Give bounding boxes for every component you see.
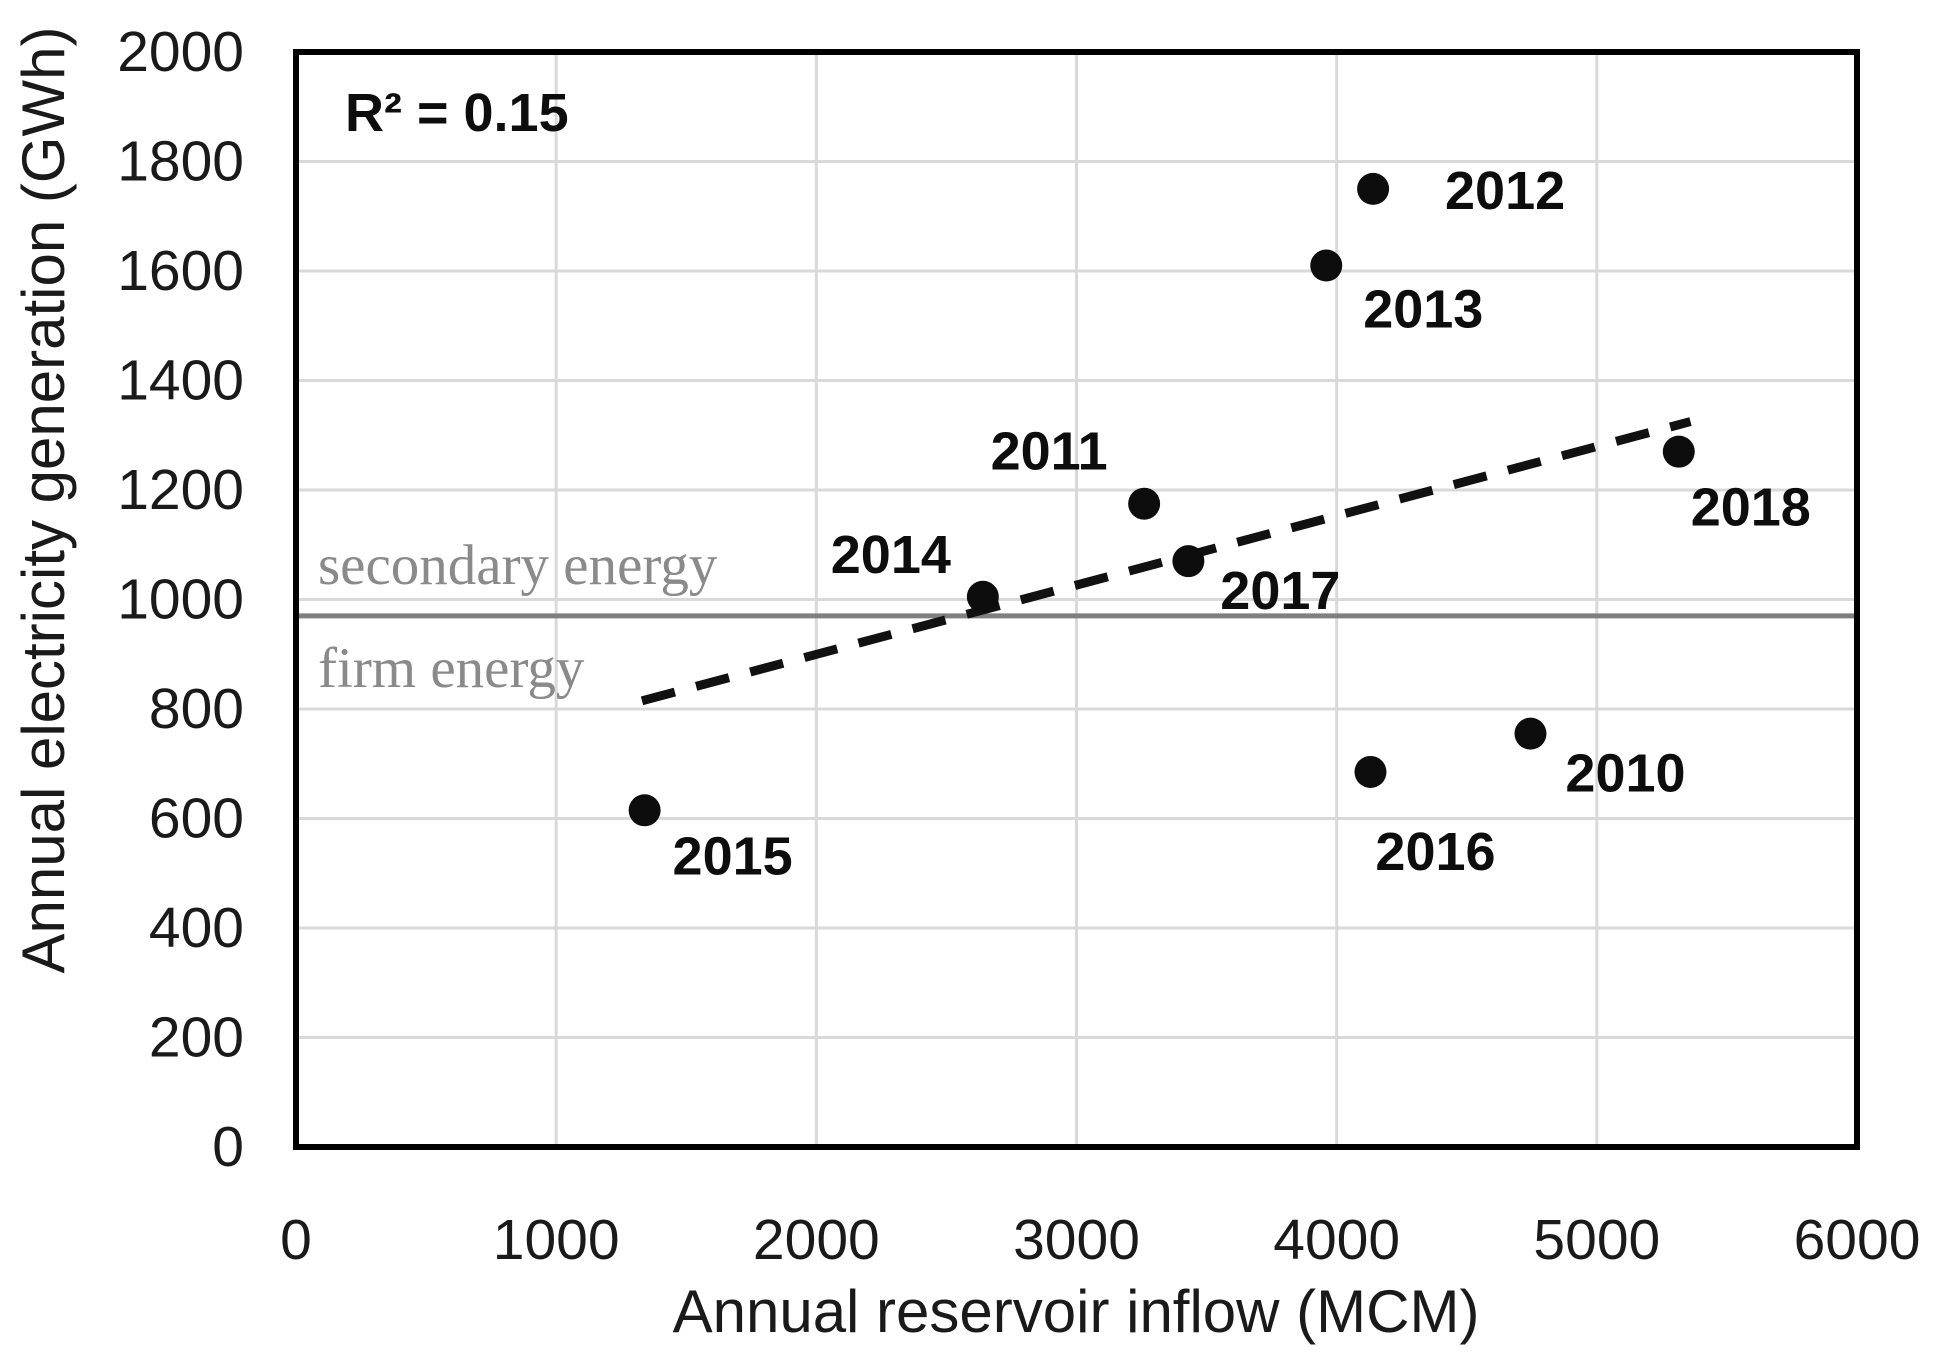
data-point-2015 [628,794,661,827]
data-point-2014 [966,580,999,613]
y-tick-label: 1000 [117,568,244,632]
x-tick-label: 0 [280,1208,312,1272]
y-tick-label: 2000 [117,20,244,84]
year-label-2017: 2017 [1220,561,1340,621]
data-point-2012 [1357,172,1390,205]
x-axis-tick-labels: 0 1000 2000 3000 4000 5000 6000 [280,1208,1920,1272]
year-label-2014: 2014 [831,525,951,585]
secondary-energy-label: secondary energy [318,534,718,597]
r-squared-label: R² = 0.15 [345,83,569,143]
data-point-2013 [1310,249,1343,282]
y-tick-label: 1800 [117,130,244,194]
trend-dashed-line [640,417,1692,706]
x-tick-label: 4000 [1273,1208,1400,1272]
data-point-2010 [1514,717,1547,750]
year-label-2010: 2010 [1565,744,1685,804]
data-points: 2010 2011 2012 2013 2014 2015 2016 2017 2018 [628,161,1811,886]
y-axis-title: Annual electricity generation (GWh) [10,26,77,973]
data-point-2016 [1354,755,1387,788]
y-axis-tick-labels: 0 200 400 600 800 1000 1200 1400 1600 1800 2000 [117,20,244,1179]
data-point-2018 [1662,435,1695,468]
x-tick-label: 2000 [753,1208,880,1272]
x-tick-label: 5000 [1533,1208,1660,1272]
data-point-2017 [1172,545,1205,578]
x-tick-label: 3000 [1013,1208,1140,1272]
x-tick-label: 1000 [493,1208,620,1272]
x-tick-label: 6000 [1794,1208,1921,1272]
y-tick-label: 0 [212,1115,244,1179]
y-tick-label: 1600 [117,239,244,303]
year-label-2015: 2015 [673,826,793,886]
y-tick-label: 1400 [117,349,244,413]
gridlines [294,50,1859,1149]
firm-energy-label: firm energy [318,637,585,700]
y-tick-label: 1200 [117,458,244,522]
plot-border [293,49,1860,1150]
y-tick-label: 200 [149,1006,244,1070]
y-tick-label: 600 [149,787,244,851]
x-axis-title: Annual reservoir inflow (MCM) [673,1278,1480,1345]
year-label-2012: 2012 [1445,161,1565,221]
data-point-2011 [1128,487,1161,520]
year-label-2013: 2013 [1363,280,1483,340]
y-tick-label: 800 [149,677,244,741]
trend-line [640,417,1692,706]
year-label-2011: 2011 [991,422,1108,482]
year-label-2016: 2016 [1375,822,1495,882]
y-tick-label: 400 [149,896,244,960]
year-label-2018: 2018 [1691,478,1811,538]
